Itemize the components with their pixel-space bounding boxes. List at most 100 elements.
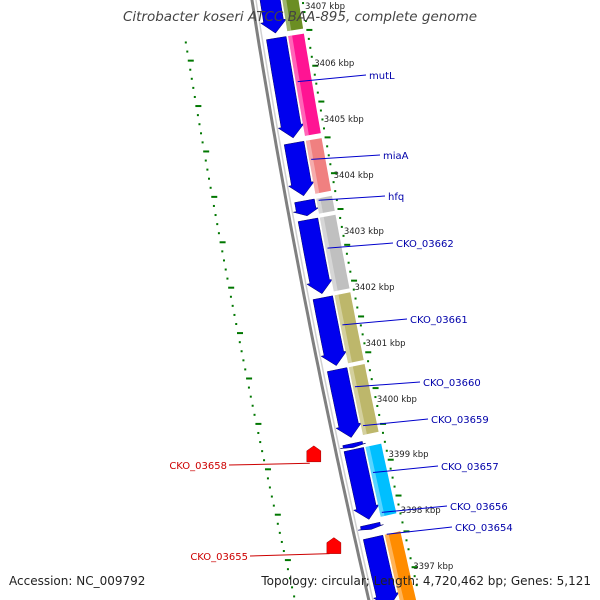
gc-tick <box>237 332 244 335</box>
gc-tick <box>329 163 332 166</box>
gc-tick <box>327 154 330 157</box>
gc-tick <box>266 477 269 480</box>
gc-tick <box>222 259 225 262</box>
gc-tick <box>339 216 342 219</box>
cog-band-shine <box>282 0 292 32</box>
scale-tick-label: 3400 kbp <box>377 395 417 405</box>
forward-gene-label: CKO_03662 <box>396 239 454 250</box>
gc-tick <box>291 586 294 589</box>
gc-tick <box>246 377 253 380</box>
gc-tick <box>347 261 350 264</box>
gc-tick <box>318 100 325 103</box>
map-title: Citrobacter koseri ATCC BAA-895, complet… <box>122 9 478 25</box>
gc-tick <box>335 199 338 202</box>
topology-summary-text: Topology: circular; Length: 4,720,462 bp… <box>261 574 591 588</box>
accession-text: Accession: NC_009792 <box>9 574 146 588</box>
backbone-line <box>250 0 371 600</box>
forward-gene-leader <box>327 242 394 249</box>
gc-tick <box>351 279 358 282</box>
gc-tick <box>310 55 313 58</box>
forward-cds-arrow <box>297 217 333 295</box>
cog-band-shine <box>384 533 404 600</box>
gc-tick <box>303 11 306 14</box>
gc-tick <box>403 530 410 533</box>
forward-cds-arrow <box>283 140 315 197</box>
forward-gene-leader <box>362 418 429 427</box>
gc-tick <box>376 404 379 407</box>
gc-tick <box>359 324 362 327</box>
gc-tick <box>344 243 351 246</box>
gc-tick <box>413 575 416 578</box>
gc-tick <box>387 458 394 461</box>
gc-tick <box>235 323 238 326</box>
forward-gene-label: hfq <box>388 192 404 203</box>
backbone-track <box>250 0 374 600</box>
scale-tick-label: 3398 kbp <box>401 506 441 516</box>
gc-tick <box>251 404 254 407</box>
forward-cds-track <box>259 0 400 600</box>
gc-tick <box>186 50 189 53</box>
forward-gene-label: CKO_03654 <box>455 523 513 534</box>
forward-gene-label: CKO_03656 <box>450 502 508 513</box>
gc-tick <box>204 159 207 162</box>
gc-tick <box>378 413 381 416</box>
forward-cds-arrow <box>358 521 384 531</box>
gc-tick <box>261 450 264 453</box>
forward-gene-label: CKO_03657 <box>441 462 499 473</box>
gc-tick <box>221 250 224 253</box>
gc-tick <box>372 387 379 390</box>
gc-tick <box>368 369 371 372</box>
gc-tick <box>208 177 211 180</box>
gc-tick <box>381 431 384 434</box>
gc-tick <box>334 190 337 193</box>
scale-tick-label: 3401 kbp <box>365 339 405 349</box>
reverse-gene-marker <box>326 537 342 554</box>
gc-tick <box>244 368 247 371</box>
gc-tick <box>270 495 273 498</box>
gc-tick <box>370 378 373 381</box>
cog-band <box>282 0 304 32</box>
forward-gene-label: CKO_03660 <box>423 378 481 389</box>
reverse-gene-marker <box>306 445 322 463</box>
reverse-gene-leader <box>249 553 330 557</box>
gc-tick <box>363 342 366 345</box>
gc-tick <box>397 503 400 506</box>
gc-tick <box>337 208 344 211</box>
scale-tick-label: 3399 kbp <box>388 450 428 460</box>
gc-tick <box>255 422 262 425</box>
gc-tick <box>345 252 348 255</box>
forward-gene-label: mutL <box>369 71 395 82</box>
gc-tick <box>340 225 343 228</box>
gc-tick <box>286 568 289 571</box>
scale-track: 3407 kbp 3406 kbp 3405 kbp 3404 kbp 3403 kbp… <box>305 2 453 572</box>
forward-gene-label: CKO_03661 <box>410 315 468 326</box>
forward-cds-arrow <box>327 367 362 438</box>
gc-tick <box>312 64 319 67</box>
gc-tick <box>326 145 329 148</box>
gc-tick <box>217 232 220 235</box>
gc-tick <box>356 306 359 309</box>
gc-tick <box>203 150 210 153</box>
gc-tick <box>399 512 402 515</box>
reverse-gene-track <box>306 445 342 554</box>
gc-tick <box>389 467 392 470</box>
gc-tick <box>229 295 232 298</box>
gc-tick <box>315 82 318 85</box>
cog-band-shine <box>334 294 352 364</box>
gc-tick <box>200 132 203 135</box>
gc-tick <box>189 68 192 71</box>
gene-label-layer: mutL miaA hfq CKO_03662 CKO_03661 CKO_03660 CK… <box>169 71 512 563</box>
gc-tick <box>342 234 345 237</box>
gc-tick <box>268 486 271 489</box>
gc-tick <box>226 277 229 280</box>
gc-tick <box>313 73 316 76</box>
gc-tick <box>302 2 305 5</box>
gc-content-track <box>184 2 418 598</box>
gc-tick <box>361 333 364 336</box>
gc-tick <box>231 304 234 307</box>
gc-tick <box>282 550 285 553</box>
gc-tick <box>354 297 357 300</box>
forward-gene-leader <box>342 318 408 326</box>
cog-band <box>288 33 321 136</box>
